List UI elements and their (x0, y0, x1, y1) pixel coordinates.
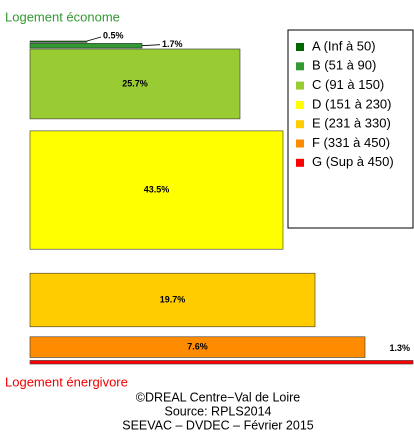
value-label: 25.7% (122, 78, 148, 88)
legend-label: E (231 à 330) (312, 116, 391, 131)
bar (29, 40, 88, 43)
leader-line (141, 44, 161, 47)
bar (29, 336, 366, 358)
value-label: 1.7% (162, 39, 183, 49)
footer-line: Source: RPLS2014 (164, 404, 271, 418)
legend-swatch (296, 139, 304, 148)
legend-label: D (151 à 230) (312, 96, 392, 111)
bar (29, 360, 414, 365)
bar (29, 43, 143, 49)
annotation-top: Logement économe (5, 9, 120, 24)
value-label: 19.7% (160, 294, 186, 304)
legend-swatch (296, 43, 304, 51)
legend-label: A (Inf à 50) (312, 38, 376, 53)
legend-swatch (296, 81, 304, 90)
legend-label: G (Sup à 450) (312, 154, 394, 169)
legend-swatch (296, 120, 304, 129)
legend-swatch (296, 62, 304, 71)
footer-line: ©DREAL Centre−Val de Loire (136, 390, 301, 404)
legend-label: F (331 à 450) (312, 135, 390, 150)
legend-swatch (296, 100, 304, 109)
legend-box (287, 29, 414, 229)
value-label: 1.3% (389, 343, 410, 353)
leader-line (86, 36, 102, 42)
legend-label: C (91 à 150) (312, 77, 384, 92)
legend-label: B (51 à 90) (312, 58, 376, 73)
bar (29, 272, 316, 328)
annotation-bottom: Logement énergivore (5, 374, 128, 389)
legend-swatch (296, 158, 304, 167)
bar (29, 130, 284, 250)
bar (29, 48, 241, 120)
value-label: 7.6% (187, 342, 208, 352)
value-label: 43.5% (144, 184, 170, 194)
footer-line: SEEVAC – DVDEC – Février 2015 (122, 418, 314, 432)
value-label: 0.5% (103, 30, 124, 40)
